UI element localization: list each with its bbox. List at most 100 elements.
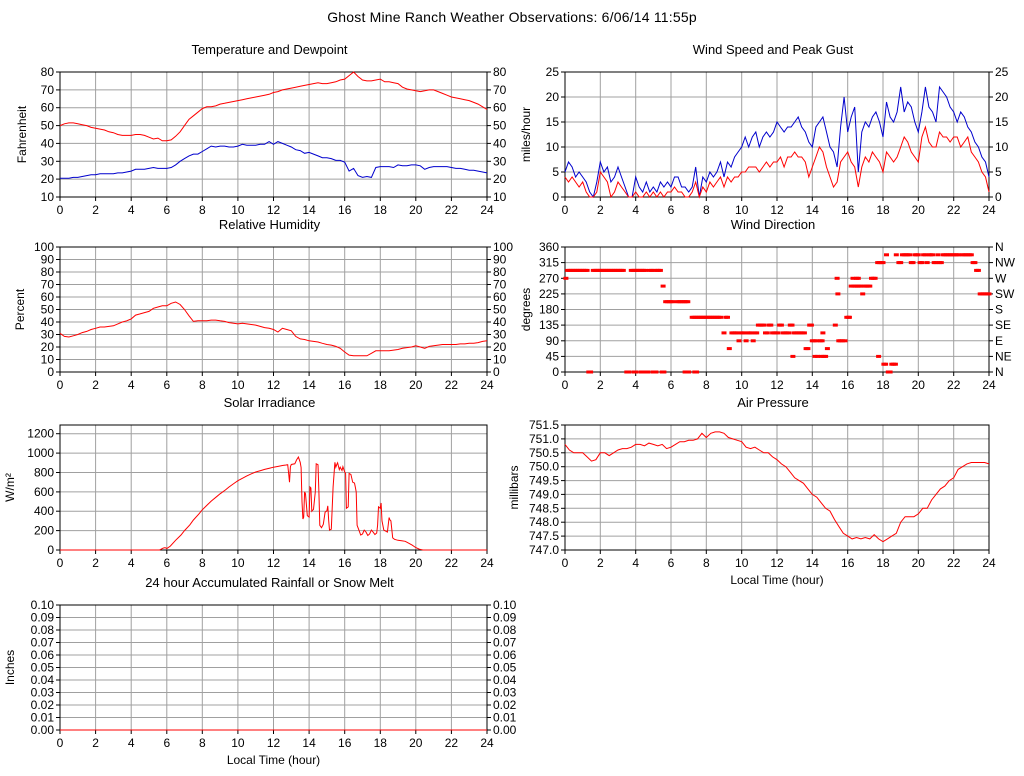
svg-text:200: 200 xyxy=(34,524,54,538)
svg-text:22: 22 xyxy=(445,736,459,750)
svg-text:0.00: 0.00 xyxy=(31,723,55,737)
svg-text:10: 10 xyxy=(231,736,245,750)
svg-text:0.07: 0.07 xyxy=(493,636,517,650)
svg-text:Percent: Percent xyxy=(13,288,27,330)
svg-text:18: 18 xyxy=(374,203,388,217)
svg-text:20: 20 xyxy=(409,203,423,217)
svg-text:4: 4 xyxy=(632,378,639,392)
svg-text:E: E xyxy=(995,334,1003,348)
svg-text:16: 16 xyxy=(841,203,855,217)
svg-text:W/m²: W/m² xyxy=(3,473,17,502)
svg-text:18: 18 xyxy=(876,378,890,392)
svg-text:2: 2 xyxy=(92,556,99,570)
svg-text:16: 16 xyxy=(338,736,352,750)
svg-text:15: 15 xyxy=(546,115,560,129)
svg-text:20: 20 xyxy=(912,378,926,392)
svg-text:6: 6 xyxy=(668,378,675,392)
chart-title-solar-irradiance: Solar Irradiance xyxy=(223,395,316,410)
svg-text:20: 20 xyxy=(995,90,1009,104)
svg-text:18: 18 xyxy=(374,556,388,570)
svg-text:40: 40 xyxy=(41,315,55,329)
svg-text:24: 24 xyxy=(480,556,494,570)
svg-text:4: 4 xyxy=(632,203,639,217)
svg-text:14: 14 xyxy=(806,378,820,392)
svg-text:0: 0 xyxy=(552,190,559,204)
chart-wind-speed-gust: Wind Speed and Peak Gust 0 2 4 6 8 10 12 14 16 18… xyxy=(512,42,1024,225)
svg-text:60: 60 xyxy=(493,290,507,304)
svg-text:180: 180 xyxy=(539,303,559,317)
svg-text:10: 10 xyxy=(493,190,507,204)
svg-text:NE: NE xyxy=(995,349,1012,363)
chart-title-rainfall: 24 hour Accumulated Rainfall or Snow Mel… xyxy=(145,575,394,590)
svg-text:NW: NW xyxy=(995,256,1016,270)
svg-text:50: 50 xyxy=(493,303,507,317)
svg-text:8: 8 xyxy=(703,203,710,217)
svg-text:748.5: 748.5 xyxy=(529,501,559,515)
svg-text:SW: SW xyxy=(995,287,1015,301)
svg-text:8: 8 xyxy=(199,736,206,750)
svg-text:751.0: 751.0 xyxy=(529,432,559,446)
svg-text:0.05: 0.05 xyxy=(31,661,55,675)
svg-text:0.10: 0.10 xyxy=(493,598,517,612)
svg-text:Local Time (hour): Local Time (hour) xyxy=(227,753,320,767)
svg-text:10: 10 xyxy=(735,556,749,570)
svg-text:90: 90 xyxy=(546,334,560,348)
svg-text:24: 24 xyxy=(480,736,494,750)
svg-text:0: 0 xyxy=(995,190,1002,204)
svg-text:0: 0 xyxy=(562,378,569,392)
svg-text:20: 20 xyxy=(409,378,423,392)
svg-text:20: 20 xyxy=(912,556,926,570)
svg-text:40: 40 xyxy=(41,136,55,150)
air-pressure-plot: 0 2 4 6 8 10 12 14 16 18 20 22 24747.0747.5748.0748.… xyxy=(507,418,996,587)
svg-text:10: 10 xyxy=(735,203,749,217)
svg-text:N: N xyxy=(995,240,1004,254)
svg-text:18: 18 xyxy=(876,203,890,217)
chart-rainfall: 24 hour Accumulated Rainfall or Snow Mel… xyxy=(0,575,517,776)
svg-text:6: 6 xyxy=(163,203,170,217)
svg-text:2: 2 xyxy=(597,556,604,570)
svg-text:70: 70 xyxy=(493,278,507,292)
svg-text:10: 10 xyxy=(231,378,245,392)
svg-text:6: 6 xyxy=(163,378,170,392)
svg-text:80: 80 xyxy=(41,65,55,79)
svg-text:24: 24 xyxy=(480,378,494,392)
svg-text:4: 4 xyxy=(128,556,135,570)
svg-text:12: 12 xyxy=(770,556,784,570)
svg-text:0.10: 0.10 xyxy=(31,598,55,612)
svg-text:747.5: 747.5 xyxy=(529,529,559,543)
svg-text:70: 70 xyxy=(41,83,55,97)
svg-text:miles/hour: miles/hour xyxy=(519,107,533,162)
svg-text:2: 2 xyxy=(597,378,604,392)
svg-text:0: 0 xyxy=(552,365,559,379)
svg-text:10: 10 xyxy=(995,140,1009,154)
svg-text:S: S xyxy=(995,303,1003,317)
svg-text:25: 25 xyxy=(546,65,560,79)
chart-relative-humidity: Relative Humidity 0 2 4 6 8 10 12 14 16 18 20 22 24 0… xyxy=(0,217,513,400)
svg-text:4: 4 xyxy=(128,203,135,217)
svg-text:70: 70 xyxy=(493,83,507,97)
svg-text:16: 16 xyxy=(338,203,352,217)
svg-text:0.09: 0.09 xyxy=(493,611,517,625)
svg-text:20: 20 xyxy=(41,340,55,354)
svg-text:millibars: millibars xyxy=(507,465,521,509)
svg-text:22: 22 xyxy=(947,556,961,570)
svg-text:40: 40 xyxy=(493,136,507,150)
svg-text:80: 80 xyxy=(493,265,507,279)
svg-text:4: 4 xyxy=(128,736,135,750)
svg-text:225: 225 xyxy=(539,287,559,301)
chart-title-air-pressure: Air Pressure xyxy=(737,395,809,410)
svg-text:14: 14 xyxy=(302,556,316,570)
svg-text:14: 14 xyxy=(806,556,820,570)
svg-text:24: 24 xyxy=(982,203,996,217)
chart-title-temperature-dewpoint: Temperature and Dewpoint xyxy=(191,42,348,57)
svg-text:24: 24 xyxy=(480,203,494,217)
svg-text:800: 800 xyxy=(34,466,54,480)
svg-text:12: 12 xyxy=(267,556,281,570)
svg-text:90: 90 xyxy=(41,253,55,267)
svg-text:N: N xyxy=(995,365,1004,379)
svg-text:12: 12 xyxy=(770,378,784,392)
svg-text:0: 0 xyxy=(493,365,500,379)
